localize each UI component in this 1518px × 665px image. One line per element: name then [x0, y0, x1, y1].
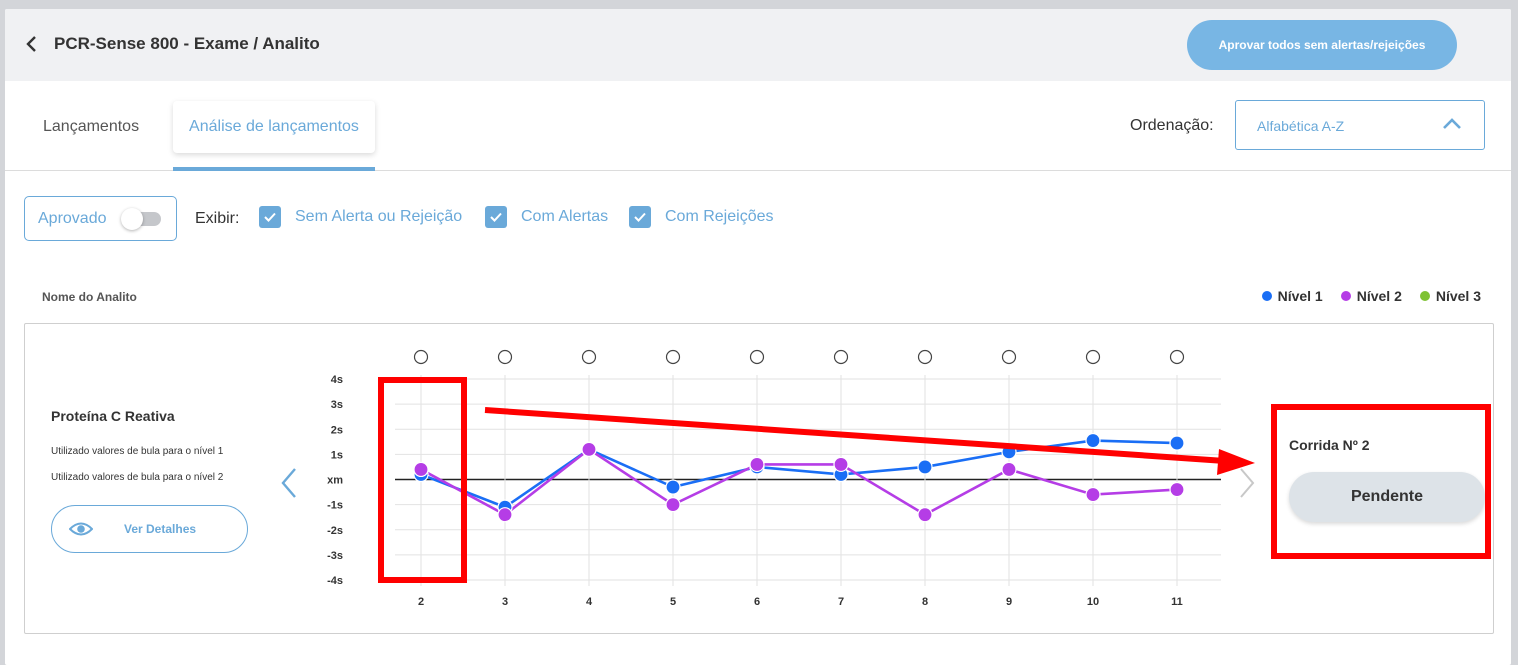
run-marker[interactable] — [749, 349, 765, 365]
chart-legend: Nível 1 Nível 2 Nível 3 — [1261, 288, 1481, 304]
analyte-name: Proteína C Reativa — [51, 408, 175, 424]
chevron-up-icon — [1443, 118, 1461, 129]
analyte-note: Utilizado valores de bula para o nível 2 — [51, 472, 224, 483]
approved-toggle[interactable]: Aprovado — [24, 196, 177, 241]
y-tick-label: -2s — [327, 525, 343, 537]
run-marker[interactable] — [581, 349, 597, 365]
data-point[interactable] — [1085, 432, 1101, 449]
active-tab-indicator — [173, 167, 375, 171]
filter-rejections-checkbox[interactable]: Com Rejeições — [629, 206, 773, 228]
page-header: PCR-Sense 800 - Exame / Analito Aprovar … — [5, 9, 1511, 81]
x-tick-label: 6 — [754, 596, 760, 608]
eye-icon — [69, 522, 93, 536]
toggle-knob — [121, 208, 143, 230]
analyte-row-panel: Proteína C Reativa Utilizado valores de … — [24, 323, 1494, 634]
series-line-nivel-1 — [420, 439, 1178, 509]
run-marker[interactable] — [413, 349, 429, 365]
back-button[interactable] — [23, 33, 39, 55]
levey-jennings-chart: 4s 3s 2s 1s xm -1s -2s -3s -4s 2 3 4 5 6 7 8 9 10 11 — [327, 349, 1221, 608]
filter-rejections-label: Com Rejeições — [665, 208, 774, 225]
legend-item-nivel-2: Nível 2 — [1340, 288, 1402, 304]
run-status-button[interactable]: Pendente — [1289, 472, 1485, 522]
data-point[interactable] — [917, 507, 933, 523]
view-details-label: Ver Detalhes — [124, 522, 197, 536]
data-point[interactable] — [1169, 435, 1185, 451]
y-tick-label: 3s — [331, 399, 343, 411]
tab-analise-lancamentos[interactable]: Análise de lançamentos — [173, 101, 375, 153]
x-tick-label: 4 — [586, 596, 593, 608]
x-tick-label: 10 — [1087, 596, 1099, 608]
legend-label: Nível 1 — [1277, 288, 1323, 304]
approved-toggle-label: Aprovado — [38, 210, 107, 227]
y-tick-label: -3s — [327, 550, 343, 562]
legend-dot — [1419, 291, 1430, 301]
run-number: Corrida Nº 2 — [1289, 437, 1370, 453]
data-point[interactable] — [665, 479, 681, 495]
ordering-select[interactable]: Alfabética A-Z — [1235, 100, 1485, 150]
run-marker[interactable] — [833, 349, 849, 365]
data-point[interactable] — [1085, 486, 1101, 503]
view-details-button[interactable]: Ver Detalhes — [51, 505, 248, 553]
data-point[interactable] — [1001, 444, 1017, 460]
data-point[interactable] — [1001, 461, 1017, 478]
ordering-value: Alfabética A-Z — [1257, 118, 1345, 134]
x-tick-label: 7 — [838, 596, 844, 608]
run-marker[interactable] — [1001, 349, 1017, 365]
y-tick-label: -1s — [327, 500, 343, 512]
x-tick-label: 3 — [502, 596, 508, 608]
run-marker[interactable] — [665, 349, 681, 365]
x-tick-label: 5 — [670, 596, 676, 608]
analyte-column-header: Nome do Analito — [42, 290, 137, 304]
y-tick-label: 2s — [331, 424, 343, 436]
data-point[interactable] — [413, 461, 429, 478]
data-point[interactable] — [665, 497, 681, 513]
y-tick-label: xm — [327, 475, 343, 487]
x-tick-label: 2 — [418, 596, 424, 608]
run-marker[interactable] — [497, 349, 513, 365]
data-point[interactable] — [917, 459, 933, 475]
legend-item-nivel-3: Nível 3 — [1419, 288, 1481, 304]
legend-item-nivel-1: Nível 1 — [1261, 288, 1323, 304]
x-tick-label: 9 — [1006, 596, 1012, 608]
filter-no-alert-checkbox[interactable]: Sem Alerta ou Rejeição — [259, 206, 462, 228]
filter-alerts-label: Com Alertas — [521, 208, 609, 225]
check-icon — [629, 206, 651, 228]
show-label: Exibir: — [195, 210, 240, 227]
toggle-switch[interactable] — [121, 208, 161, 230]
approve-all-button[interactable]: Aprovar todos sem alertas/rejeições — [1187, 20, 1457, 70]
check-icon — [485, 206, 507, 228]
series-line-nivel-2 — [420, 447, 1178, 517]
filters-bar: Aprovado Exibir: Sem Alerta ou Rejeição … — [5, 194, 1511, 244]
app-window: PCR-Sense 800 - Exame / Analito Aprovar … — [5, 9, 1511, 665]
data-point[interactable] — [581, 441, 597, 457]
check-icon — [259, 206, 281, 228]
run-marker[interactable] — [917, 349, 933, 365]
y-tick-label: -4s — [327, 575, 343, 587]
data-point[interactable] — [1169, 481, 1185, 498]
tabs-bar: Lançamentos Análise de lançamentos Orden… — [5, 81, 1511, 171]
data-point[interactable] — [497, 507, 513, 523]
chevron-left-icon[interactable] — [279, 466, 299, 500]
legend-dot — [1340, 291, 1351, 301]
legend-label: Nível 3 — [1435, 288, 1481, 304]
data-point[interactable] — [749, 456, 765, 473]
analyte-note: Utilizado valores de bula para o nível 1 — [51, 446, 224, 457]
filter-no-alert-label: Sem Alerta ou Rejeição — [295, 208, 463, 225]
legend-label: Nível 2 — [1356, 288, 1402, 304]
y-tick-label: 4s — [331, 374, 343, 386]
x-tick-label: 11 — [1171, 596, 1183, 608]
page-title: PCR-Sense 800 - Exame / Analito — [54, 34, 320, 53]
tab-lancamentos[interactable]: Lançamentos — [43, 118, 140, 135]
data-point[interactable] — [833, 456, 849, 473]
run-marker[interactable] — [1169, 349, 1185, 365]
chevron-left-icon — [26, 36, 36, 52]
x-tick-label: 8 — [922, 596, 928, 608]
ordering-label: Ordenação: — [1130, 117, 1214, 134]
legend-dot — [1261, 291, 1272, 301]
run-marker[interactable] — [1085, 349, 1101, 365]
y-tick-label: 1s — [331, 449, 343, 461]
filter-alerts-checkbox[interactable]: Com Alertas — [485, 206, 608, 228]
